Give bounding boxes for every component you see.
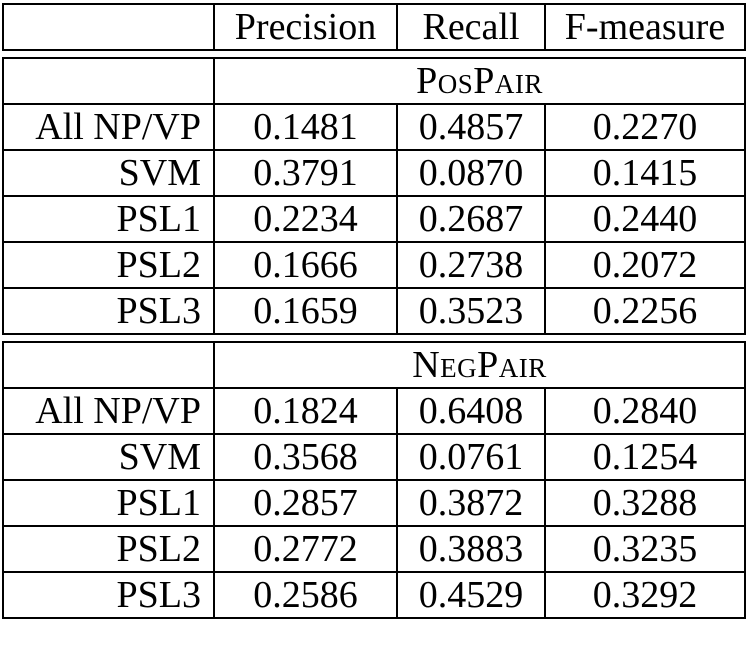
- metric-value: 0.1254: [543, 433, 747, 481]
- corner-cell: [2, 3, 215, 51]
- table-row: PSL2 0.2772 0.3883 0.3235: [2, 525, 747, 573]
- metric-value: 0.2687: [396, 195, 546, 243]
- table-row: All NP/VP 0.1481 0.4857 0.2270: [2, 103, 747, 151]
- metric-value: 0.3791: [213, 149, 398, 197]
- metric-value: 0.3235: [543, 525, 747, 573]
- metric-value: 0.2440: [543, 195, 747, 243]
- metric-value: 0.2772: [213, 525, 398, 573]
- metric-value: 0.3292: [543, 571, 747, 619]
- metric-value: 0.2270: [543, 103, 747, 151]
- table-row: PSL3 0.1659 0.3523 0.2256: [2, 287, 747, 335]
- section-title-row: PosPair: [2, 57, 747, 105]
- column-header-recall: Recall: [396, 3, 546, 51]
- metric-value: 0.2738: [396, 241, 546, 289]
- metric-value: 0.4529: [396, 571, 546, 619]
- row-label: PSL3: [2, 571, 215, 619]
- metric-value: 0.6408: [396, 387, 546, 435]
- row-label: All NP/VP: [2, 387, 215, 435]
- section-corner-cell: [2, 341, 215, 389]
- column-header-fmeasure: F-measure: [544, 3, 746, 51]
- table-row: All NP/VP 0.1824 0.6408 0.2840: [2, 387, 747, 435]
- metric-value: 0.3523: [396, 287, 546, 335]
- metric-value: 0.4857: [396, 103, 546, 151]
- metric-value: 0.2234: [213, 195, 398, 243]
- metric-value: 0.2840: [543, 387, 747, 435]
- row-label: PSL2: [2, 525, 215, 573]
- metric-value: 0.3883: [396, 525, 546, 573]
- metric-value: 0.1666: [213, 241, 398, 289]
- metric-value: 0.2586: [213, 571, 398, 619]
- row-label: PSL2: [2, 241, 215, 289]
- row-label: PSL1: [2, 195, 215, 243]
- row-label: All NP/VP: [2, 103, 215, 151]
- metric-value: 0.1415: [543, 149, 747, 197]
- metric-value: 0.1824: [213, 387, 398, 435]
- metric-value: 0.0761: [396, 433, 546, 481]
- section-title-pospair: PosPair: [212, 57, 747, 105]
- column-header-row: Precision Recall F-measure: [2, 3, 746, 51]
- metric-value: 0.3568: [213, 433, 398, 481]
- table-row: SVM 0.3791 0.0870 0.1415: [2, 149, 747, 197]
- results-table: Precision Recall F-measure PosPair All N…: [2, 3, 747, 619]
- metric-value: 0.1659: [213, 287, 398, 335]
- table-row: PSL3 0.2586 0.4529 0.3292: [2, 571, 747, 619]
- negpair-section-table: NegPair All NP/VP 0.1824 0.6408 0.2840 S…: [2, 341, 747, 619]
- metric-value: 0.0870: [396, 149, 546, 197]
- section-title-row: NegPair: [2, 341, 747, 389]
- table-row: SVM 0.3568 0.0761 0.1254: [2, 433, 747, 481]
- metric-value: 0.2072: [543, 241, 747, 289]
- table-row: PSL1 0.2234 0.2687 0.2440: [2, 195, 747, 243]
- metric-value: 0.2256: [543, 287, 747, 335]
- table-row: PSL2 0.1666 0.2738 0.2072: [2, 241, 747, 289]
- column-header-precision: Precision: [213, 3, 398, 51]
- metric-value: 0.3872: [396, 479, 546, 527]
- row-label: SVM: [2, 433, 215, 481]
- table-row: PSL1 0.2857 0.3872 0.3288: [2, 479, 747, 527]
- column-header-table: Precision Recall F-measure: [2, 3, 746, 51]
- section-corner-cell: [2, 57, 215, 105]
- metric-value: 0.2857: [213, 479, 398, 527]
- row-label: PSL1: [2, 479, 215, 527]
- pospair-section-table: PosPair All NP/VP 0.1481 0.4857 0.2270 S…: [2, 57, 747, 335]
- row-label: SVM: [2, 149, 215, 197]
- row-label: PSL3: [2, 287, 215, 335]
- metric-value: 0.3288: [543, 479, 747, 527]
- section-title-negpair: NegPair: [212, 341, 747, 389]
- metric-value: 0.1481: [213, 103, 398, 151]
